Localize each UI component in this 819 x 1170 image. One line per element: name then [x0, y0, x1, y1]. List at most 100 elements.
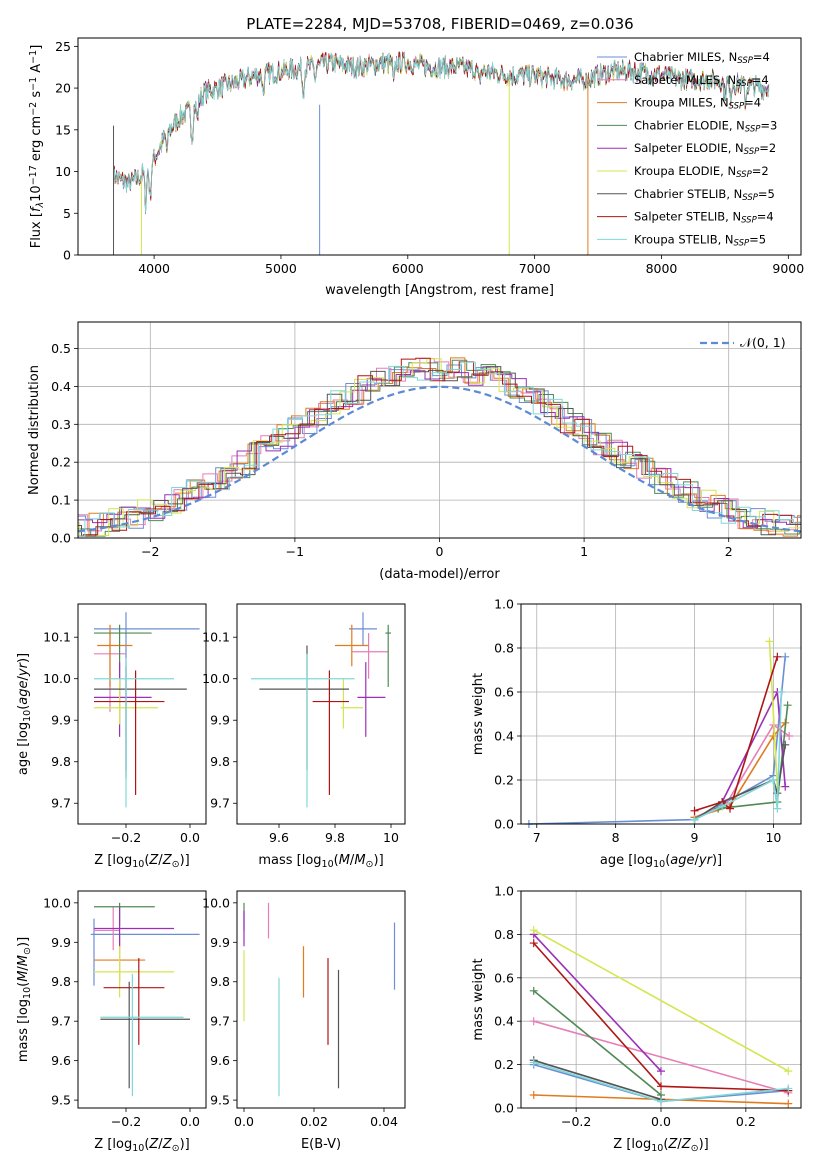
y-tick-label: 0.2 — [494, 773, 514, 788]
histogram-kroupa-elodie — [78, 358, 801, 537]
y-tick-label: 9.6 — [51, 1053, 71, 1068]
legend-entry: Chabrier ELODIE, NSSP=3 — [634, 118, 777, 134]
y-tick-label: 0.0 — [494, 817, 514, 832]
label-part: M — [339, 853, 350, 868]
y-tick-label: 1.0 — [494, 597, 514, 612]
label-part: −2 — [28, 102, 39, 116]
age-vs-Z-axes: −0.2 0.09.79.89.910.010.1Z [log10(Z/Z⊙)]a… — [16, 603, 207, 870]
series-chabrier-elodie — [529, 986, 665, 1099]
legend-sub: SSP — [742, 193, 758, 203]
data-point-marker — [529, 939, 538, 948]
label-part: / — [695, 853, 700, 868]
histogram-salpeter-elodie — [78, 366, 801, 534]
label-part: )] — [712, 853, 722, 868]
label-part: 10 — [322, 859, 334, 870]
data-point-marker — [773, 652, 782, 661]
label-part: / — [16, 966, 31, 971]
y-tick-label: 0 — [63, 248, 71, 263]
y-tick-label: 10.1 — [43, 630, 71, 645]
data-point-marker — [529, 1058, 538, 1067]
mass-weight-vs-Z-plot — [529, 926, 793, 1108]
y-tick-label: 0.2 — [51, 455, 71, 470]
y-axis-label: age [log10(age/yr)] — [16, 653, 33, 775]
y-tick-label: 9.9 — [210, 713, 230, 728]
errorbar-kroupa-miles — [97, 624, 133, 688]
y-tick-label: 20 — [55, 81, 71, 96]
y-tick-label: 10.0 — [202, 895, 230, 910]
label-part: E(B-V) — [301, 1137, 341, 1152]
data-point-marker — [657, 1082, 665, 1091]
x-tick-label: 7000 — [519, 261, 551, 276]
legend-sub: SSP — [736, 170, 752, 180]
label-part: / — [16, 675, 31, 680]
y-tick-label: 9.8 — [210, 754, 230, 769]
label-part: / — [350, 853, 355, 868]
y-axis-label: mass [log10(M/M⊙)] — [16, 937, 33, 1062]
series-line — [694, 656, 779, 812]
x-tick-label: 0.0 — [651, 1114, 671, 1129]
label-part: ( — [663, 1137, 668, 1152]
series-line — [533, 1059, 662, 1101]
data-point-marker — [529, 1017, 538, 1026]
label-part: / — [677, 1137, 682, 1152]
y-axis-label: Normed distribution — [27, 365, 42, 495]
legend-text: Kroupa MILES, N — [634, 96, 729, 110]
label-part: / — [158, 853, 163, 868]
label-part: )] — [699, 1137, 709, 1152]
label-part: −1 — [28, 50, 39, 64]
y-tick-label: 0.1 — [51, 493, 71, 508]
legend-sub: SSP — [734, 239, 750, 249]
series-line — [533, 933, 662, 1072]
data-point-marker — [784, 1099, 793, 1108]
data-point-marker — [781, 782, 790, 791]
label-part: )] — [16, 937, 31, 947]
y-tick-label: 9.9 — [51, 713, 71, 728]
x-tick-label: 1 — [580, 544, 588, 559]
y-tick-label: 0.6 — [494, 970, 514, 985]
legend-entry: Kroupa STELIB, NSSP=5 — [634, 232, 766, 248]
y-tick-label: 5 — [63, 206, 71, 221]
series-kroupa-stelib — [529, 1058, 793, 1106]
series-line — [533, 1020, 789, 1094]
series-line — [533, 990, 662, 1096]
figure-title: PLATE=2284, MJD=53708, FIBERID=0469, z=0… — [246, 15, 633, 33]
label-part: M — [16, 955, 31, 966]
errorbar-kroupa-miles — [335, 624, 369, 667]
x-tick-label: 2 — [725, 544, 733, 559]
x-tick-label: 10 — [765, 830, 781, 845]
legend-entry: Salpeter STELIB, NSSP=4 — [634, 210, 774, 226]
errorbar-chabrier-stelib — [100, 981, 190, 1089]
errorbar-kroupa-stelib — [251, 653, 355, 808]
x-axis-label: (data-model)/error — [379, 567, 500, 582]
legend-tail: =5 — [749, 232, 766, 246]
series-line — [533, 929, 789, 1072]
label-part: Z — [162, 1137, 173, 1152]
y-tick-label: 9.8 — [51, 754, 71, 769]
label-part: ( — [334, 853, 339, 868]
legend-tail: =4 — [753, 50, 770, 64]
age-vs-Z-frame — [77, 603, 207, 825]
data-point-marker — [657, 1097, 665, 1106]
series-salpeter-elodie — [529, 930, 665, 1076]
x-axis-label: Z [log10(Z/Z⊙)] — [613, 1137, 708, 1154]
label-part: λ — [35, 202, 46, 209]
label-part: age [log — [16, 722, 31, 775]
data-point-marker — [783, 701, 792, 710]
histogram-kroupa-stelib — [78, 361, 801, 537]
data-point-marker — [657, 1067, 665, 1076]
errorbar-kroupa-stelib — [100, 973, 184, 1097]
mass-weight-vs-age-plot — [524, 637, 794, 828]
mass-vs-EBV-axes: 0.0 0.02 0.04 9.5 9.6 9.7 9.8 9.9 10.0 E(B-V) — [202, 890, 406, 1152]
series-kroupa-elodie — [529, 926, 793, 1076]
y-tick-label: 1.0 — [494, 884, 514, 899]
legend-sub: SSP — [737, 56, 753, 66]
residuals-plot — [78, 357, 801, 537]
y-tick-label: 9.7 — [210, 1014, 230, 1029]
y-tick-label: 9.8 — [51, 974, 71, 989]
legend-sub: SSP — [729, 102, 745, 112]
data-point-marker — [769, 776, 778, 784]
spectrum-line-kroupa-stelib — [113, 52, 770, 214]
label-part: 10 — [651, 1143, 663, 1154]
age-vs-mass-frame — [236, 603, 406, 825]
